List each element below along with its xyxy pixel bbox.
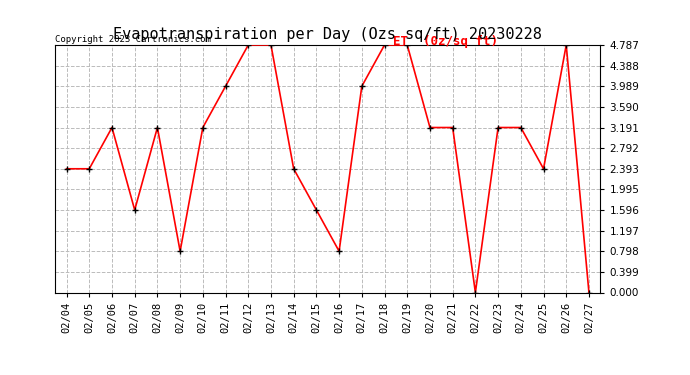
Text: Copyright 2023 Cartronics.com: Copyright 2023 Cartronics.com bbox=[55, 35, 211, 44]
Text: ET  (0z/sq ft): ET (0z/sq ft) bbox=[393, 35, 498, 48]
Title: Evapotranspiration per Day (Ozs sq/ft) 20230228: Evapotranspiration per Day (Ozs sq/ft) 2… bbox=[113, 27, 542, 42]
